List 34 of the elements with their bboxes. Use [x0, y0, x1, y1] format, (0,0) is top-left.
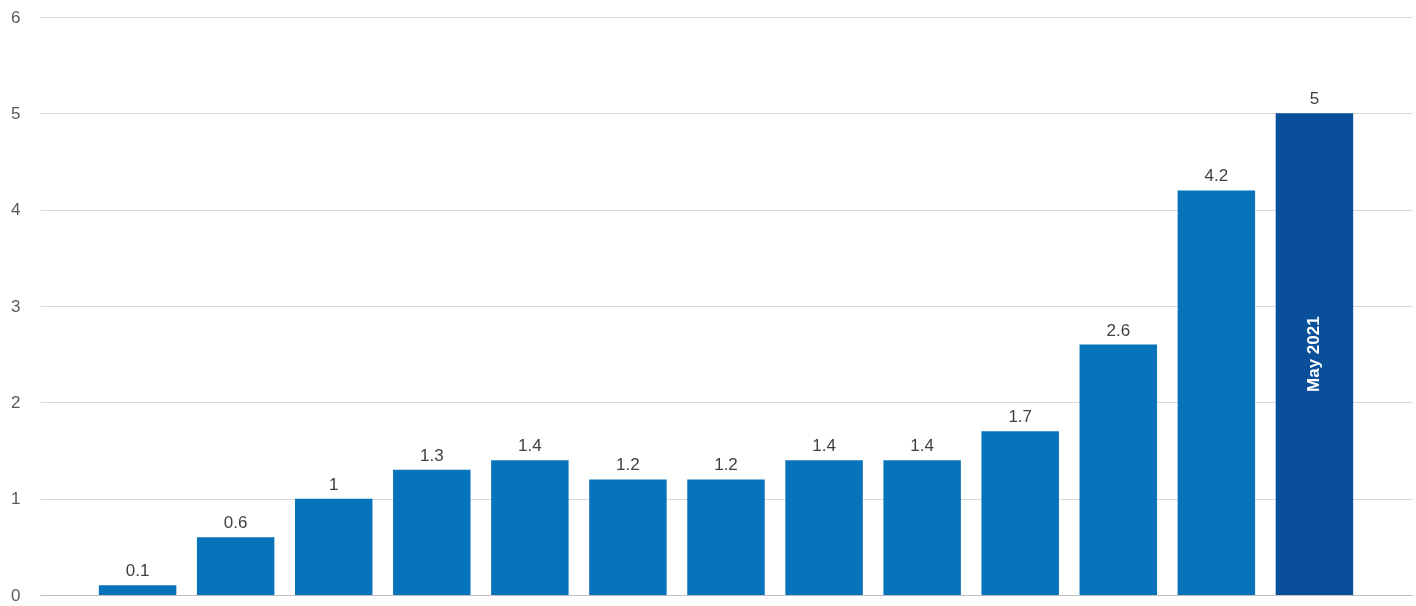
data-label: 1: [328, 474, 339, 494]
data-label: 1.2: [714, 455, 738, 475]
bar: [294, 498, 373, 595]
bar: [687, 479, 765, 595]
y-tick-label: 0: [11, 585, 21, 605]
bar: [491, 460, 569, 595]
data-label: 0.1: [125, 561, 150, 581]
data-label: 2.6: [1106, 320, 1131, 340]
bar: [1177, 190, 1256, 595]
bar: [981, 431, 1059, 595]
y-tick-label: 1: [11, 489, 21, 509]
y-tick-label: 6: [11, 7, 21, 27]
data-label: 1.3: [419, 445, 444, 465]
data-label: 1.2: [616, 455, 640, 475]
bar: [883, 460, 961, 595]
data-label: 5: [1309, 89, 1320, 109]
bar: [589, 479, 667, 595]
bar: [393, 469, 471, 595]
data-label: 1.4: [910, 436, 934, 456]
x-tick-label: May 2021: [1304, 316, 1324, 392]
bar: [1275, 113, 1354, 595]
bar: [196, 537, 275, 595]
data-label: 1.7: [1008, 407, 1033, 427]
y-tick-label: 5: [11, 103, 21, 123]
data-label: 1.4: [518, 436, 542, 456]
y-tick-label: 4: [11, 200, 21, 220]
bar: [785, 460, 863, 595]
y-tick-label: 2: [11, 392, 21, 412]
y-tick-label: 3: [11, 296, 21, 316]
data-label: 1.4: [812, 436, 836, 456]
data-label: 0.6: [223, 513, 248, 533]
bar: [1079, 344, 1158, 595]
bar: [98, 585, 177, 595]
data-label: 4.2: [1204, 166, 1229, 186]
